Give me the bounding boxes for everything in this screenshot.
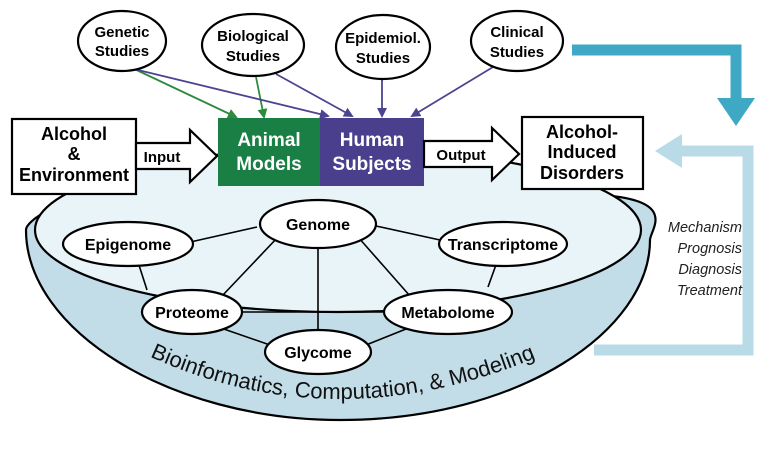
omic-node-metabolome: Metabolome [382,288,514,336]
omic-node-transcriptome: Transcriptome [437,220,569,268]
outcome-labels: Mechanism Prognosis Diagnosis Treatment [668,220,743,299]
svg-text:Output: Output [436,147,485,164]
input-arrow: Input [134,127,219,185]
svg-text:Environment: Environment [19,165,129,185]
clinical-to-disorders-arrow [572,44,742,100]
svg-text:&: & [68,144,81,164]
output-arrow: Output [422,125,521,183]
study-clinical: Clinical Studies [469,9,565,73]
output-box: Alcohol- Induced Disorders [520,115,645,191]
svg-text:Subjects: Subjects [332,154,411,175]
svg-text:Prognosis: Prognosis [678,241,742,257]
svg-text:Epidemiol.: Epidemiol. [345,30,421,47]
feedback-loop-arrow [594,145,754,356]
svg-text:Studies: Studies [356,50,410,67]
study-biological: Biological Studies [200,12,306,78]
human-subjects-box: Human Subjects [320,118,424,186]
svg-text:Induced: Induced [547,142,616,162]
svg-text:Studies: Studies [490,44,544,61]
omic-node-proteome: Proteome [140,288,244,336]
svg-text:Metabolome: Metabolome [401,305,494,322]
svg-text:Alcohol: Alcohol [41,124,107,144]
study-epidemiological: Epidemiol. Studies [334,13,432,81]
svg-text:Epigenome: Epigenome [85,237,171,254]
svg-text:Animal: Animal [237,130,300,151]
svg-text:Models: Models [236,154,301,175]
omic-node-genome: Genome [258,198,378,250]
omic-node-epigenome: Epigenome [61,220,195,268]
svg-text:Treatment: Treatment [677,283,743,299]
svg-text:Genetic: Genetic [94,24,149,41]
feedback-arrowhead [655,134,682,168]
svg-text:Biological: Biological [217,28,289,45]
svg-text:Diagnosis: Diagnosis [678,262,742,278]
svg-text:Genome: Genome [286,217,350,234]
svg-text:Input: Input [144,149,181,166]
svg-text:Alcohol-: Alcohol- [546,122,618,142]
svg-text:Studies: Studies [95,43,149,60]
study-arrows [127,63,499,119]
svg-text:Glycome: Glycome [284,345,352,362]
svg-text:Transcriptome: Transcriptome [448,237,558,254]
svg-text:Human: Human [340,130,404,151]
svg-text:Studies: Studies [226,48,280,65]
svg-text:Mechanism: Mechanism [668,220,742,236]
clinical-to-disorders-arrowhead [717,98,755,126]
animal-models-box: Animal Models [218,118,320,186]
svg-text:Disorders: Disorders [540,163,624,183]
input-box: Alcohol & Environment [10,117,138,196]
omic-node-glycome: Glycome [263,328,373,376]
svg-text:Clinical: Clinical [490,24,543,41]
study-genetic: Genetic Studies [76,9,168,73]
svg-text:Proteome: Proteome [155,305,229,322]
